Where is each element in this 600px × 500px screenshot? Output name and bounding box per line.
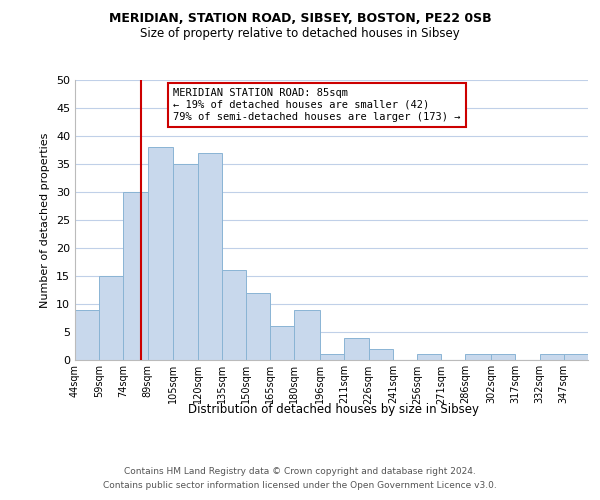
Text: Distribution of detached houses by size in Sibsey: Distribution of detached houses by size … (188, 402, 479, 415)
Bar (124, 192, 148, 360)
Bar (368, 349, 393, 360)
Bar (539, 354, 564, 360)
Bar (222, 270, 246, 360)
Bar (417, 354, 441, 360)
Text: Size of property relative to detached houses in Sibsey: Size of property relative to detached ho… (140, 28, 460, 40)
Bar (75, 310, 99, 360)
Bar (564, 354, 588, 360)
Bar (466, 354, 491, 360)
Bar (197, 153, 222, 360)
Text: Contains HM Land Registry data © Crown copyright and database right 2024.: Contains HM Land Registry data © Crown c… (124, 468, 476, 476)
Bar (344, 338, 368, 360)
Bar (246, 293, 270, 360)
Text: MERIDIAN STATION ROAD: 85sqm
← 19% of detached houses are smaller (42)
79% of se: MERIDIAN STATION ROAD: 85sqm ← 19% of de… (173, 88, 461, 122)
Bar (320, 354, 344, 360)
Text: MERIDIAN, STATION ROAD, SIBSEY, BOSTON, PE22 0SB: MERIDIAN, STATION ROAD, SIBSEY, BOSTON, … (109, 12, 491, 26)
Bar (295, 310, 320, 360)
Bar (148, 147, 173, 360)
Bar (270, 326, 295, 360)
Bar (491, 354, 515, 360)
Text: Contains public sector information licensed under the Open Government Licence v3: Contains public sector information licen… (103, 481, 497, 490)
Y-axis label: Number of detached properties: Number of detached properties (40, 132, 50, 308)
Bar (173, 164, 197, 360)
Bar (99, 276, 124, 360)
